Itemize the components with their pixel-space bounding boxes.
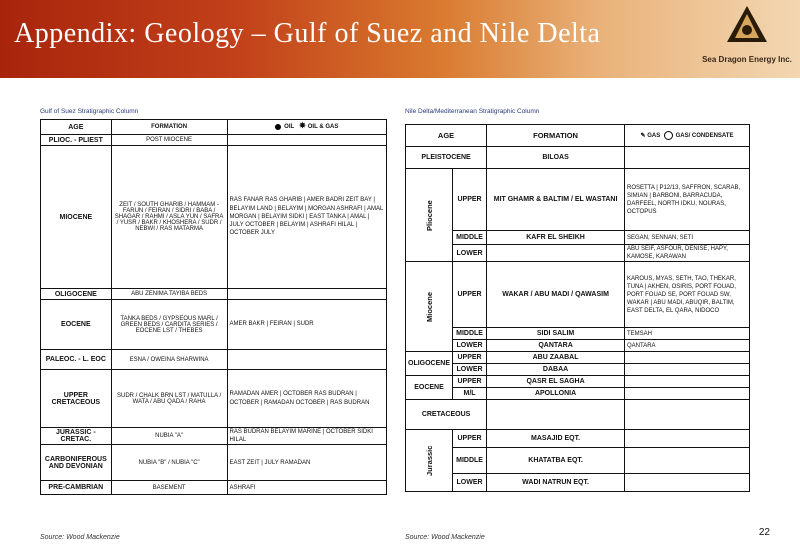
dragon-icon [727, 6, 767, 42]
table-row: JURASSIC - CRETAC. NUBIA "A" RAS BUDRAN … [40, 426, 387, 446]
gas-icon: ✎ [640, 133, 646, 140]
table-row: MIDDLE KAFR EL SHEIKH SEGAN, SENNAN, SET… [406, 230, 750, 245]
legend-header: ✎ GAS GAS/ CONDENSATE [624, 124, 750, 147]
company-name: Sea Dragon Energy Inc. [702, 55, 792, 64]
table-row: PLIOC. - PLIEST POST MIOCENE [40, 134, 387, 146]
title-banner: Appendix: Geology – Gulf of Suez and Nil… [0, 0, 800, 78]
table-row: PALEOC. - L. EOC ESNA / OWEINA SHARWINA [40, 349, 387, 370]
nile-strat-table: AGE FORMATION ✎ GAS GAS/ CONDENSATE PLEI… [404, 124, 750, 492]
age-header: AGE [404, 124, 488, 147]
table-row: LOWER DABAA [406, 363, 750, 376]
company-logo: Sea Dragon Energy Inc. [702, 4, 792, 74]
table-row: MIOCENE ZEIT / SOUTH GHARIB / HAMMAM - F… [40, 145, 387, 289]
age-header: AGE [40, 119, 112, 135]
table-row: PRE-CAMBRIAN BASEMENT ASHRAFI [40, 480, 387, 496]
gulf-column-title: Gulf of Suez Stratigraphic Column [40, 108, 139, 115]
table-row: CRETACEOUS [404, 399, 750, 430]
page-number: 22 [758, 527, 770, 538]
oil-gas-icon: ✸ [299, 121, 306, 131]
table-row: MIDDLE SIDI SALIM TEMSAH [406, 327, 750, 340]
table-row: CARBONIFEROUS AND DEVONIAN NUBIA "B" / N… [40, 444, 387, 482]
table-row: LOWER ABU SEIF, ASFOUR, DENISE, HAPY, KA… [406, 244, 750, 262]
nile-column-title: Nile Delta/Mediterranean Stratigraphic C… [405, 108, 540, 115]
table-row: Pliocene UPPER MIT GHAMR & BALTIM / EL W… [405, 168, 750, 262]
table-row: OLIGOCENE UPPER ABU ZAABAL [404, 351, 750, 376]
table-row: M/L APOLLONIA [406, 387, 750, 400]
gulf-source: Source: Wood Mackenzie [40, 534, 120, 541]
gulf-strat-table: AGE FORMATION OIL ✸ OIL & GAS PLIOC. - PL… [40, 119, 387, 496]
table-row: LOWER QANTARA QANTARA [406, 339, 750, 352]
table-row: MIDDLE KHATATBA EQT. [406, 447, 750, 474]
formation-header: FORMATION [486, 124, 625, 147]
legend-header: OIL ✸ OIL & GAS [226, 119, 387, 135]
nile-source: Source: Wood Mackenzie [405, 534, 485, 541]
table-row: EOCENE TANKA BEDS / GYPSEOUS MARL / GREE… [40, 299, 387, 350]
gas-condensate-icon [663, 130, 673, 140]
table-row: PLEISTOCENE BILOAS [404, 146, 750, 169]
oil-icon [275, 123, 282, 130]
table-row: EOCENE UPPER QASR EL SAGHA [404, 375, 750, 400]
table-row: Jurassic UPPER MASAJID EQT. [405, 429, 750, 492]
formation-header: FORMATION [110, 119, 228, 135]
table-row: UPPER CRETACEOUS SUDR / CHALK BRN LST / … [40, 369, 387, 428]
table-row: LOWER WADI NATRUN EQT. [406, 473, 750, 492]
page-title: Appendix: Geology – Gulf of Suez and Nil… [14, 18, 601, 49]
table-row: OLIGOCENE ABU ZENIMA TAYIBA BEDS [40, 288, 387, 300]
table-row: Miocene UPPER WAKAR / ABU MADI / QAWASIM… [405, 261, 750, 352]
